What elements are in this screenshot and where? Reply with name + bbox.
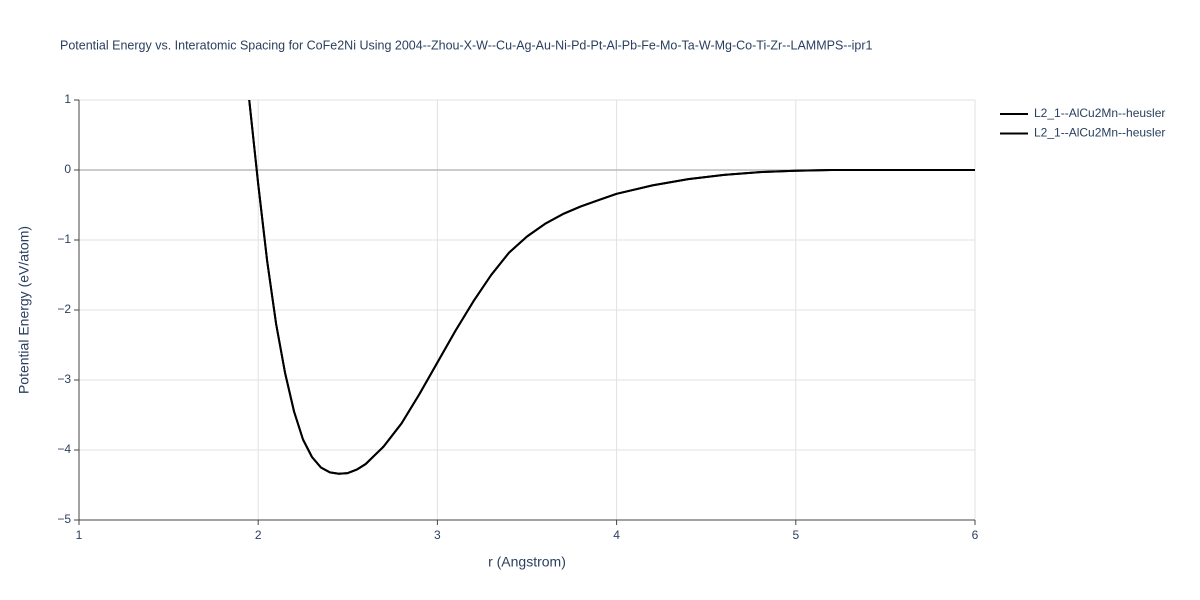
x-tick-label: 6 bbox=[972, 528, 979, 542]
y-tick-label: −1 bbox=[57, 232, 71, 246]
legend-label: L2_1--AlCu2Mn--heusler bbox=[1034, 126, 1165, 140]
y-tick-label: 1 bbox=[64, 92, 71, 106]
grid bbox=[78, 99, 976, 521]
y-tick-label: −3 bbox=[57, 372, 71, 386]
y-axis-label: Potential Energy (eV/atom) bbox=[16, 226, 32, 394]
y-tick-label: −5 bbox=[57, 512, 71, 526]
x-tick-label: 5 bbox=[792, 528, 799, 542]
plot-area bbox=[248, 100, 975, 475]
legend-label: L2_1--AlCu2Mn--heusler bbox=[1034, 106, 1165, 120]
y-tick-label: −2 bbox=[57, 302, 71, 316]
y-tick-label: 0 bbox=[64, 162, 71, 176]
line-series bbox=[248, 100, 975, 475]
x-tick-label: 3 bbox=[434, 528, 441, 542]
x-axis-label: r (Angstrom) bbox=[488, 554, 566, 570]
y-tick-label: −4 bbox=[57, 442, 71, 456]
axes: 1 2 3 4 5 6 1 0 −1 −2 −3 −4 −5 bbox=[57, 92, 978, 542]
chart-title: Potential Energy vs. Interatomic Spacing… bbox=[60, 38, 873, 52]
x-tick-label: 1 bbox=[76, 528, 83, 542]
line-series bbox=[248, 100, 975, 475]
x-tick-label: 4 bbox=[613, 528, 620, 542]
x-tick-label: 2 bbox=[255, 528, 262, 542]
